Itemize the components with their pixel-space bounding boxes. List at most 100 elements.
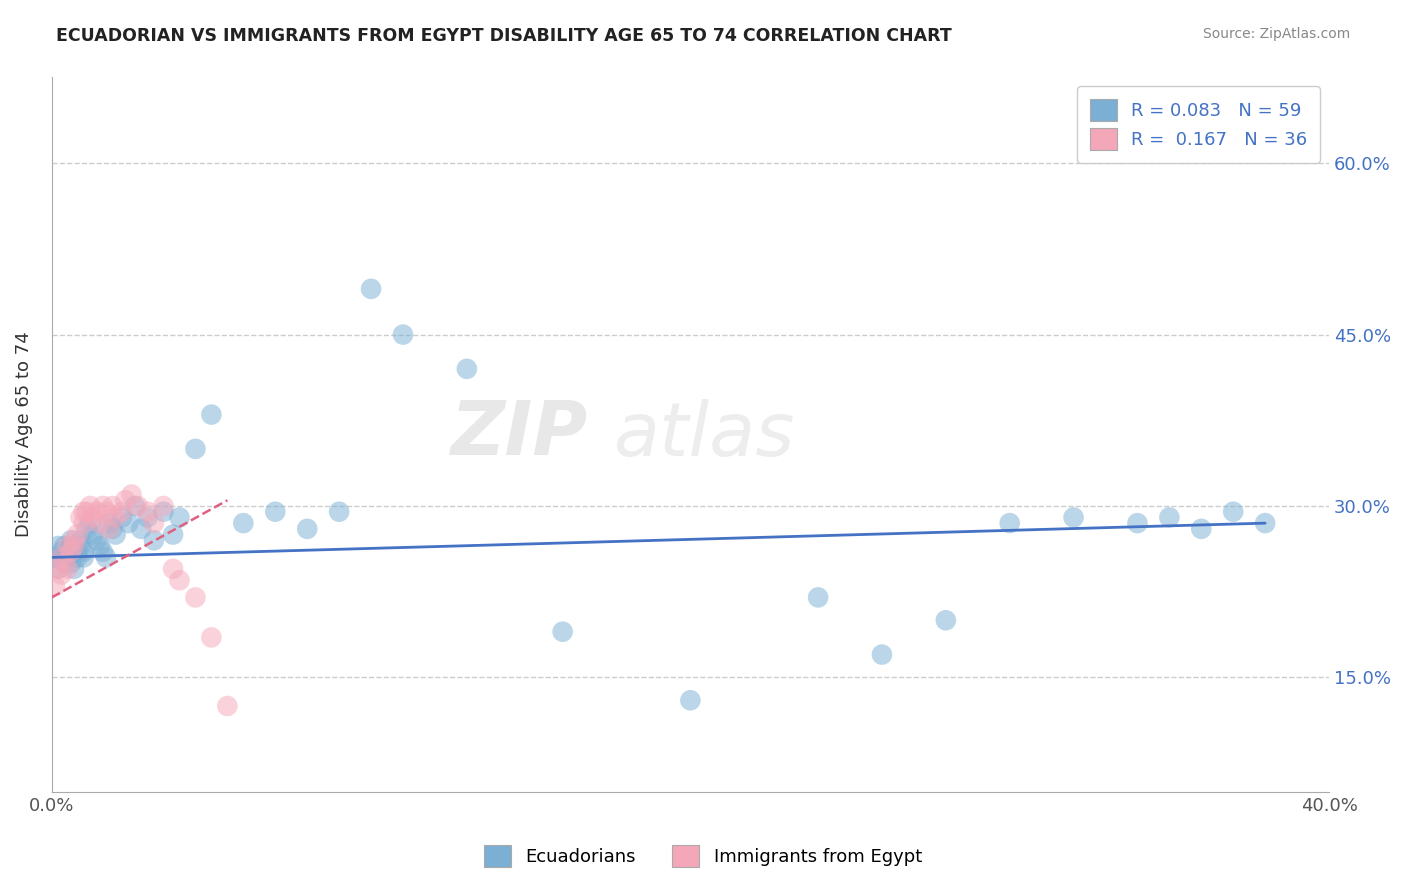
Point (101, 522, 124, 536)
Point (59, 533, 82, 548)
Point (86, 505, 108, 519)
Point (59, 545, 82, 559)
Point (98, 522, 121, 536)
Point (200, 631, 222, 645)
Point (142, 533, 165, 548)
Point (82, 510, 104, 524)
Point (162, 562, 184, 576)
Point (94, 550, 117, 565)
Point (1254, 516, 1277, 530)
Point (82, 527, 104, 541)
Point (91, 545, 114, 559)
Point (200, 408, 222, 422)
Point (46, 562, 69, 576)
Point (114, 493, 136, 508)
Point (392, 327, 415, 342)
Text: ECUADORIAN VS IMMIGRANTS FROM EGYPT DISABILITY AGE 65 TO 74 CORRELATION CHART: ECUADORIAN VS IMMIGRANTS FROM EGYPT DISA… (56, 27, 952, 45)
Point (101, 499, 124, 513)
Point (360, 282, 382, 296)
Point (162, 527, 184, 541)
Point (1189, 522, 1212, 536)
Point (184, 442, 207, 456)
Point (73, 545, 96, 559)
Point (91, 499, 114, 513)
Point (51, 545, 73, 559)
Point (136, 510, 159, 524)
Y-axis label: Disability Age 65 to 74: Disability Age 65 to 74 (15, 332, 32, 538)
Point (53, 556, 76, 570)
Point (169, 574, 191, 588)
Point (142, 516, 165, 530)
Point (184, 591, 207, 605)
Point (679, 693, 702, 707)
Text: Source: ZipAtlas.com: Source: ZipAtlas.com (1202, 27, 1350, 41)
Point (456, 362, 478, 376)
Point (56, 550, 79, 565)
Point (69, 539, 91, 553)
Point (76, 522, 98, 536)
Point (46, 562, 69, 576)
Point (111, 505, 134, 519)
Point (63, 562, 86, 576)
Point (121, 487, 143, 501)
Point (152, 499, 174, 513)
Point (79, 499, 101, 513)
Point (66, 545, 89, 559)
Point (66, 550, 89, 565)
Point (169, 510, 191, 524)
Point (73, 505, 96, 519)
Text: ZIP: ZIP (451, 398, 588, 471)
Point (46, 539, 69, 553)
Point (104, 510, 127, 524)
Point (1222, 505, 1244, 519)
Point (63, 539, 86, 553)
Point (94, 505, 117, 519)
Point (69, 510, 91, 524)
Point (73, 550, 96, 565)
Point (73, 516, 96, 530)
Point (217, 698, 239, 713)
Point (59, 556, 82, 570)
Point (264, 505, 287, 519)
Point (328, 505, 350, 519)
Point (51, 550, 73, 565)
Legend: R = 0.083   N = 59, R =  0.167   N = 36: R = 0.083 N = 59, R = 0.167 N = 36 (1077, 87, 1320, 163)
Point (89, 516, 111, 530)
Point (76, 505, 98, 519)
Point (69, 533, 91, 548)
Point (63, 533, 86, 548)
Point (136, 505, 159, 519)
Point (89, 539, 111, 553)
Point (53, 539, 76, 553)
Point (53, 556, 76, 570)
Point (807, 591, 830, 605)
Point (56, 539, 79, 553)
Point (935, 613, 957, 627)
Point (1159, 510, 1181, 524)
Point (51, 550, 73, 565)
Point (104, 527, 127, 541)
Point (129, 522, 152, 536)
Point (66, 527, 89, 541)
Point (56, 562, 79, 576)
Point (63, 539, 86, 553)
Point (124, 499, 146, 513)
Point (295, 522, 318, 536)
Point (51, 567, 73, 582)
Text: atlas: atlas (614, 399, 796, 471)
Point (1063, 510, 1085, 524)
Point (117, 516, 139, 530)
Point (870, 648, 893, 662)
Point (152, 505, 174, 519)
Point (1126, 516, 1149, 530)
Point (998, 516, 1021, 530)
Point (86, 533, 108, 548)
Point (56, 545, 79, 559)
Point (111, 510, 134, 524)
Point (44, 579, 66, 593)
Point (551, 624, 574, 639)
Legend: Ecuadorians, Immigrants from Egypt: Ecuadorians, Immigrants from Egypt (477, 838, 929, 874)
Point (232, 516, 254, 530)
Point (127, 499, 149, 513)
Point (44, 550, 66, 565)
